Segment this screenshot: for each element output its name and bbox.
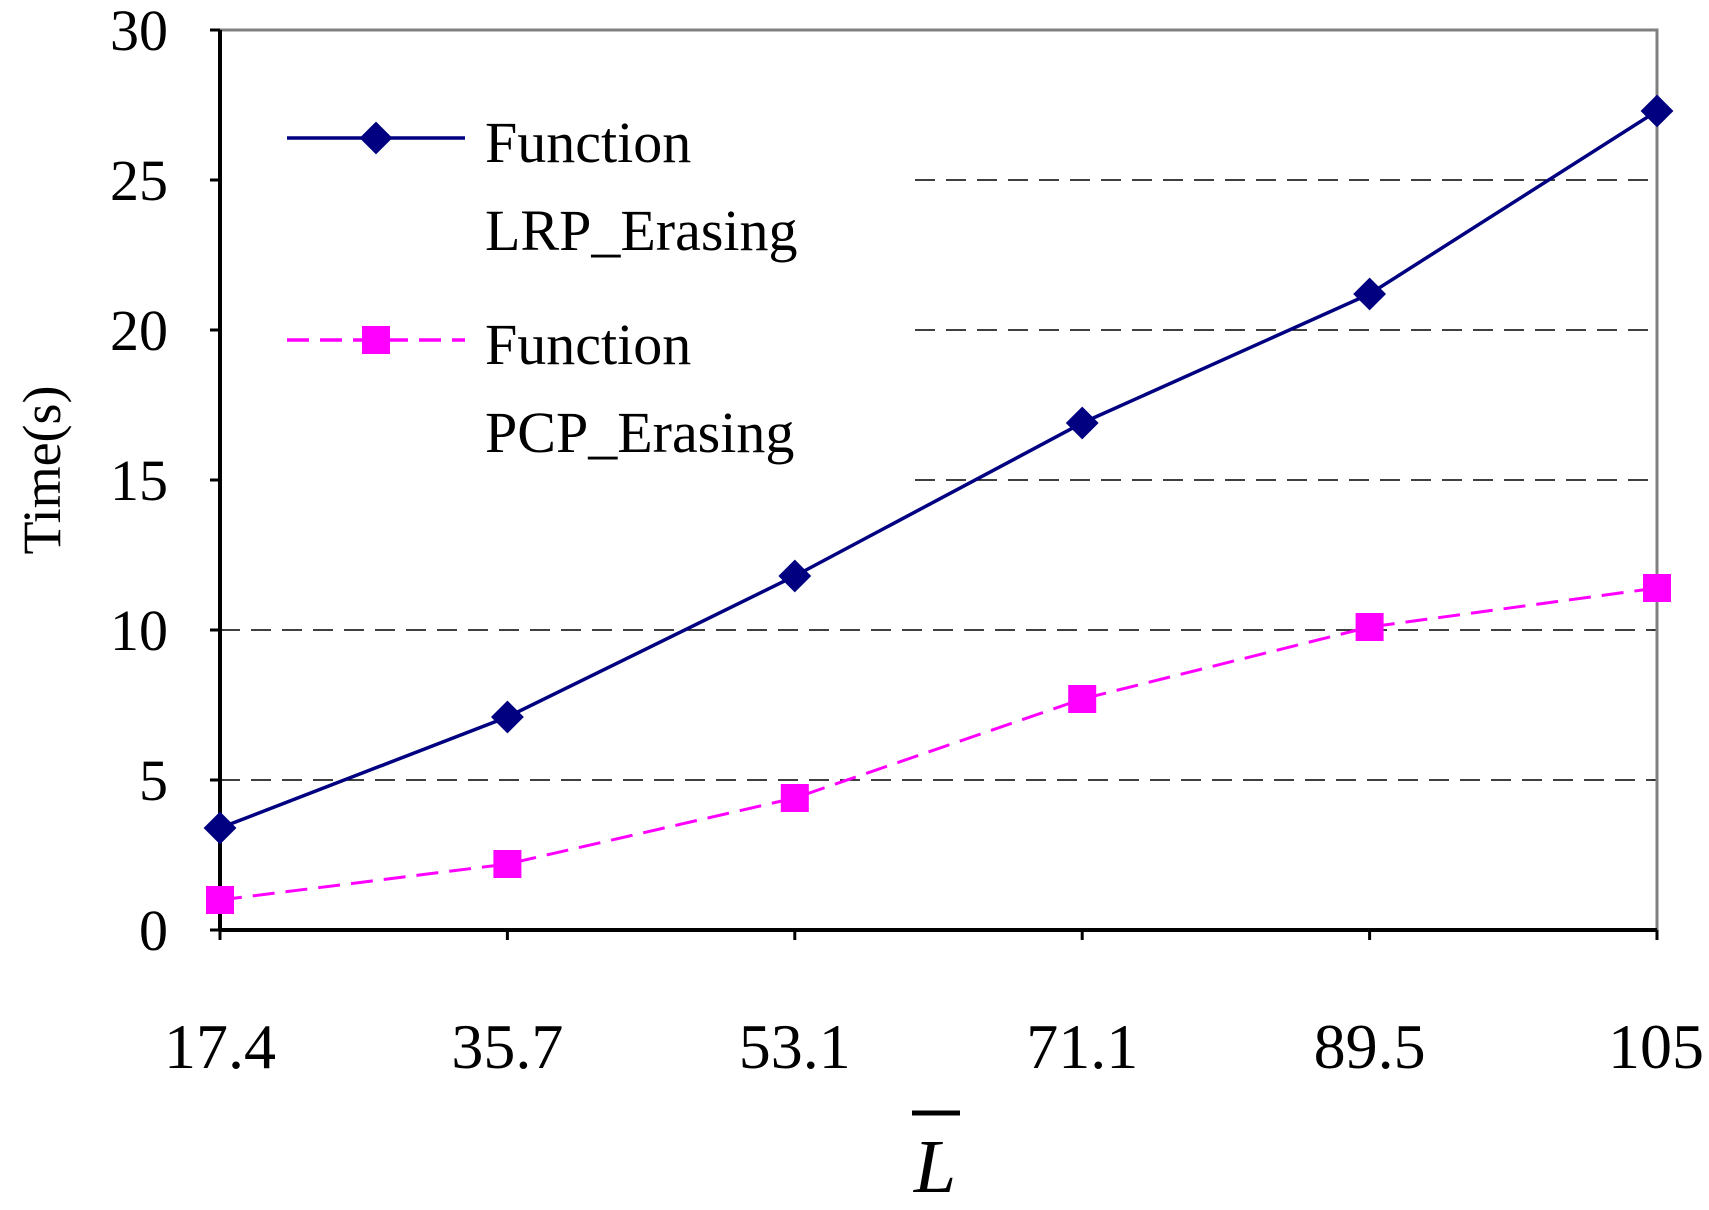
- y-tick-label: 10: [110, 598, 168, 663]
- y-tick-label: 0: [139, 898, 168, 963]
- data-point: [490, 700, 524, 734]
- legend-label: PCP_Erasing: [485, 400, 794, 465]
- y-tick-label: 15: [110, 448, 168, 513]
- legend-swatch-marker: [362, 326, 390, 354]
- y-axis-ticks: 0 5 10 15 20 25 30: [110, 0, 220, 963]
- x-tick-label: 35.7: [451, 1011, 563, 1082]
- x-axis-label: L: [913, 1125, 956, 1209]
- data-point: [206, 886, 234, 914]
- x-tick-label: 17.4: [164, 1011, 276, 1082]
- data-point: [1353, 277, 1387, 311]
- data-point: [780, 784, 809, 812]
- data-point: [493, 850, 522, 878]
- legend-item: Function LRP_Erasing: [287, 110, 798, 263]
- gridlines: [220, 179, 1657, 781]
- y-tick-label: 25: [110, 148, 168, 213]
- legend-label: LRP_Erasing: [485, 198, 798, 263]
- x-axis-ticks: 17.4 35.7 53.1 71.1 89.5 105: [164, 930, 1704, 1082]
- data-point: [203, 811, 237, 845]
- y-tick-label: 30: [110, 0, 168, 63]
- series-line: [219, 586, 1658, 902]
- data-point: [1068, 685, 1097, 713]
- data-point: [1643, 574, 1671, 602]
- y-tick-label: 5: [139, 748, 168, 813]
- plot-area-frame: [218, 28, 1659, 932]
- legend-swatch-marker: [359, 121, 393, 155]
- y-tick-label: 20: [110, 298, 168, 363]
- legend: Function LRP_Erasing Function PCP_Erasing: [287, 110, 798, 465]
- data-point: [1640, 94, 1674, 128]
- data-point: [1355, 613, 1384, 641]
- x-tick-label: 53.1: [739, 1011, 851, 1082]
- series-lrp-erasing: [203, 94, 1674, 845]
- series-pcp-erasing: [206, 574, 1671, 914]
- x-tick-label: 89.5: [1314, 1011, 1426, 1082]
- y-axis-label: Time(s): [12, 385, 72, 554]
- x-axis-label-group: L: [912, 1110, 960, 1209]
- series-line: [219, 109, 1658, 830]
- legend-item: Function PCP_Erasing: [287, 312, 794, 465]
- data-point: [1065, 406, 1099, 440]
- series-layer: [203, 94, 1674, 914]
- x-tick-label: 71.1: [1026, 1011, 1138, 1082]
- x-tick-label: 105: [1608, 1011, 1704, 1082]
- legend-label: Function: [485, 110, 691, 175]
- data-point: [778, 559, 812, 593]
- legend-label: Function: [485, 312, 691, 377]
